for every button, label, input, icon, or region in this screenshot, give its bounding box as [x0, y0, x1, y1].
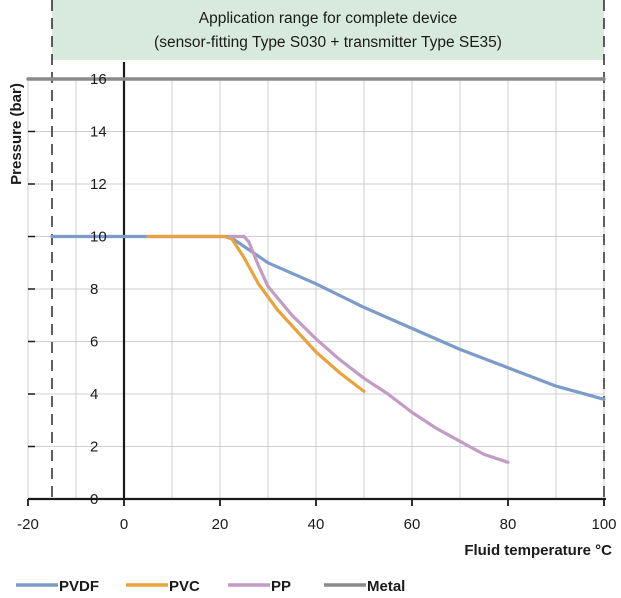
- x-tick-label: 60: [404, 516, 421, 533]
- y-tick-label: 10: [90, 229, 107, 246]
- y-tick-label: 0: [90, 491, 98, 508]
- legend: PVDF PVC PP Metal: [16, 578, 405, 595]
- x-tick-label: 40: [308, 516, 325, 533]
- legend-label-pp: PP: [271, 578, 291, 595]
- series-line-pp: [228, 234, 510, 464]
- y-tick-label: 2: [90, 439, 98, 456]
- x-tick-label: 100: [591, 516, 616, 533]
- series-lines: [26, 77, 606, 464]
- y-tick-label: 16: [90, 71, 107, 88]
- y-tick-label: 8: [90, 281, 98, 298]
- legend-label-pvdf: PVDF: [59, 578, 99, 595]
- banner-line-2: (sensor-fitting Type S030 + transmitter …: [154, 34, 502, 51]
- series-line-pvc: [146, 234, 366, 393]
- grid: [27, 78, 605, 499]
- x-tick-label: -20: [17, 516, 39, 533]
- application-range-boundaries: [51, 0, 605, 499]
- legend-label-metal: Metal: [367, 578, 405, 595]
- tick-labels: -20 0 20 40 60 80 100 0 2 4 6 8 10 12 14 16: [17, 71, 616, 533]
- y-tick-label: 14: [90, 124, 107, 141]
- legend-label-pvc: PVC: [169, 578, 200, 595]
- series-line-pvdf: [50, 234, 606, 401]
- x-tick-label: 0: [120, 516, 128, 533]
- x-axis-title: Fluid temperature °C: [464, 542, 612, 559]
- x-tick-label: 80: [500, 516, 517, 533]
- y-tick-label: 12: [90, 176, 107, 193]
- y-tick-label: 4: [90, 386, 98, 403]
- banner-line-1: Application range for complete device: [199, 10, 457, 27]
- y-tick-label: 6: [90, 334, 98, 351]
- y-axis-title: Pressure (bar): [8, 83, 25, 185]
- x-tick-label: 20: [212, 516, 229, 533]
- application-range-banner: [52, 0, 604, 60]
